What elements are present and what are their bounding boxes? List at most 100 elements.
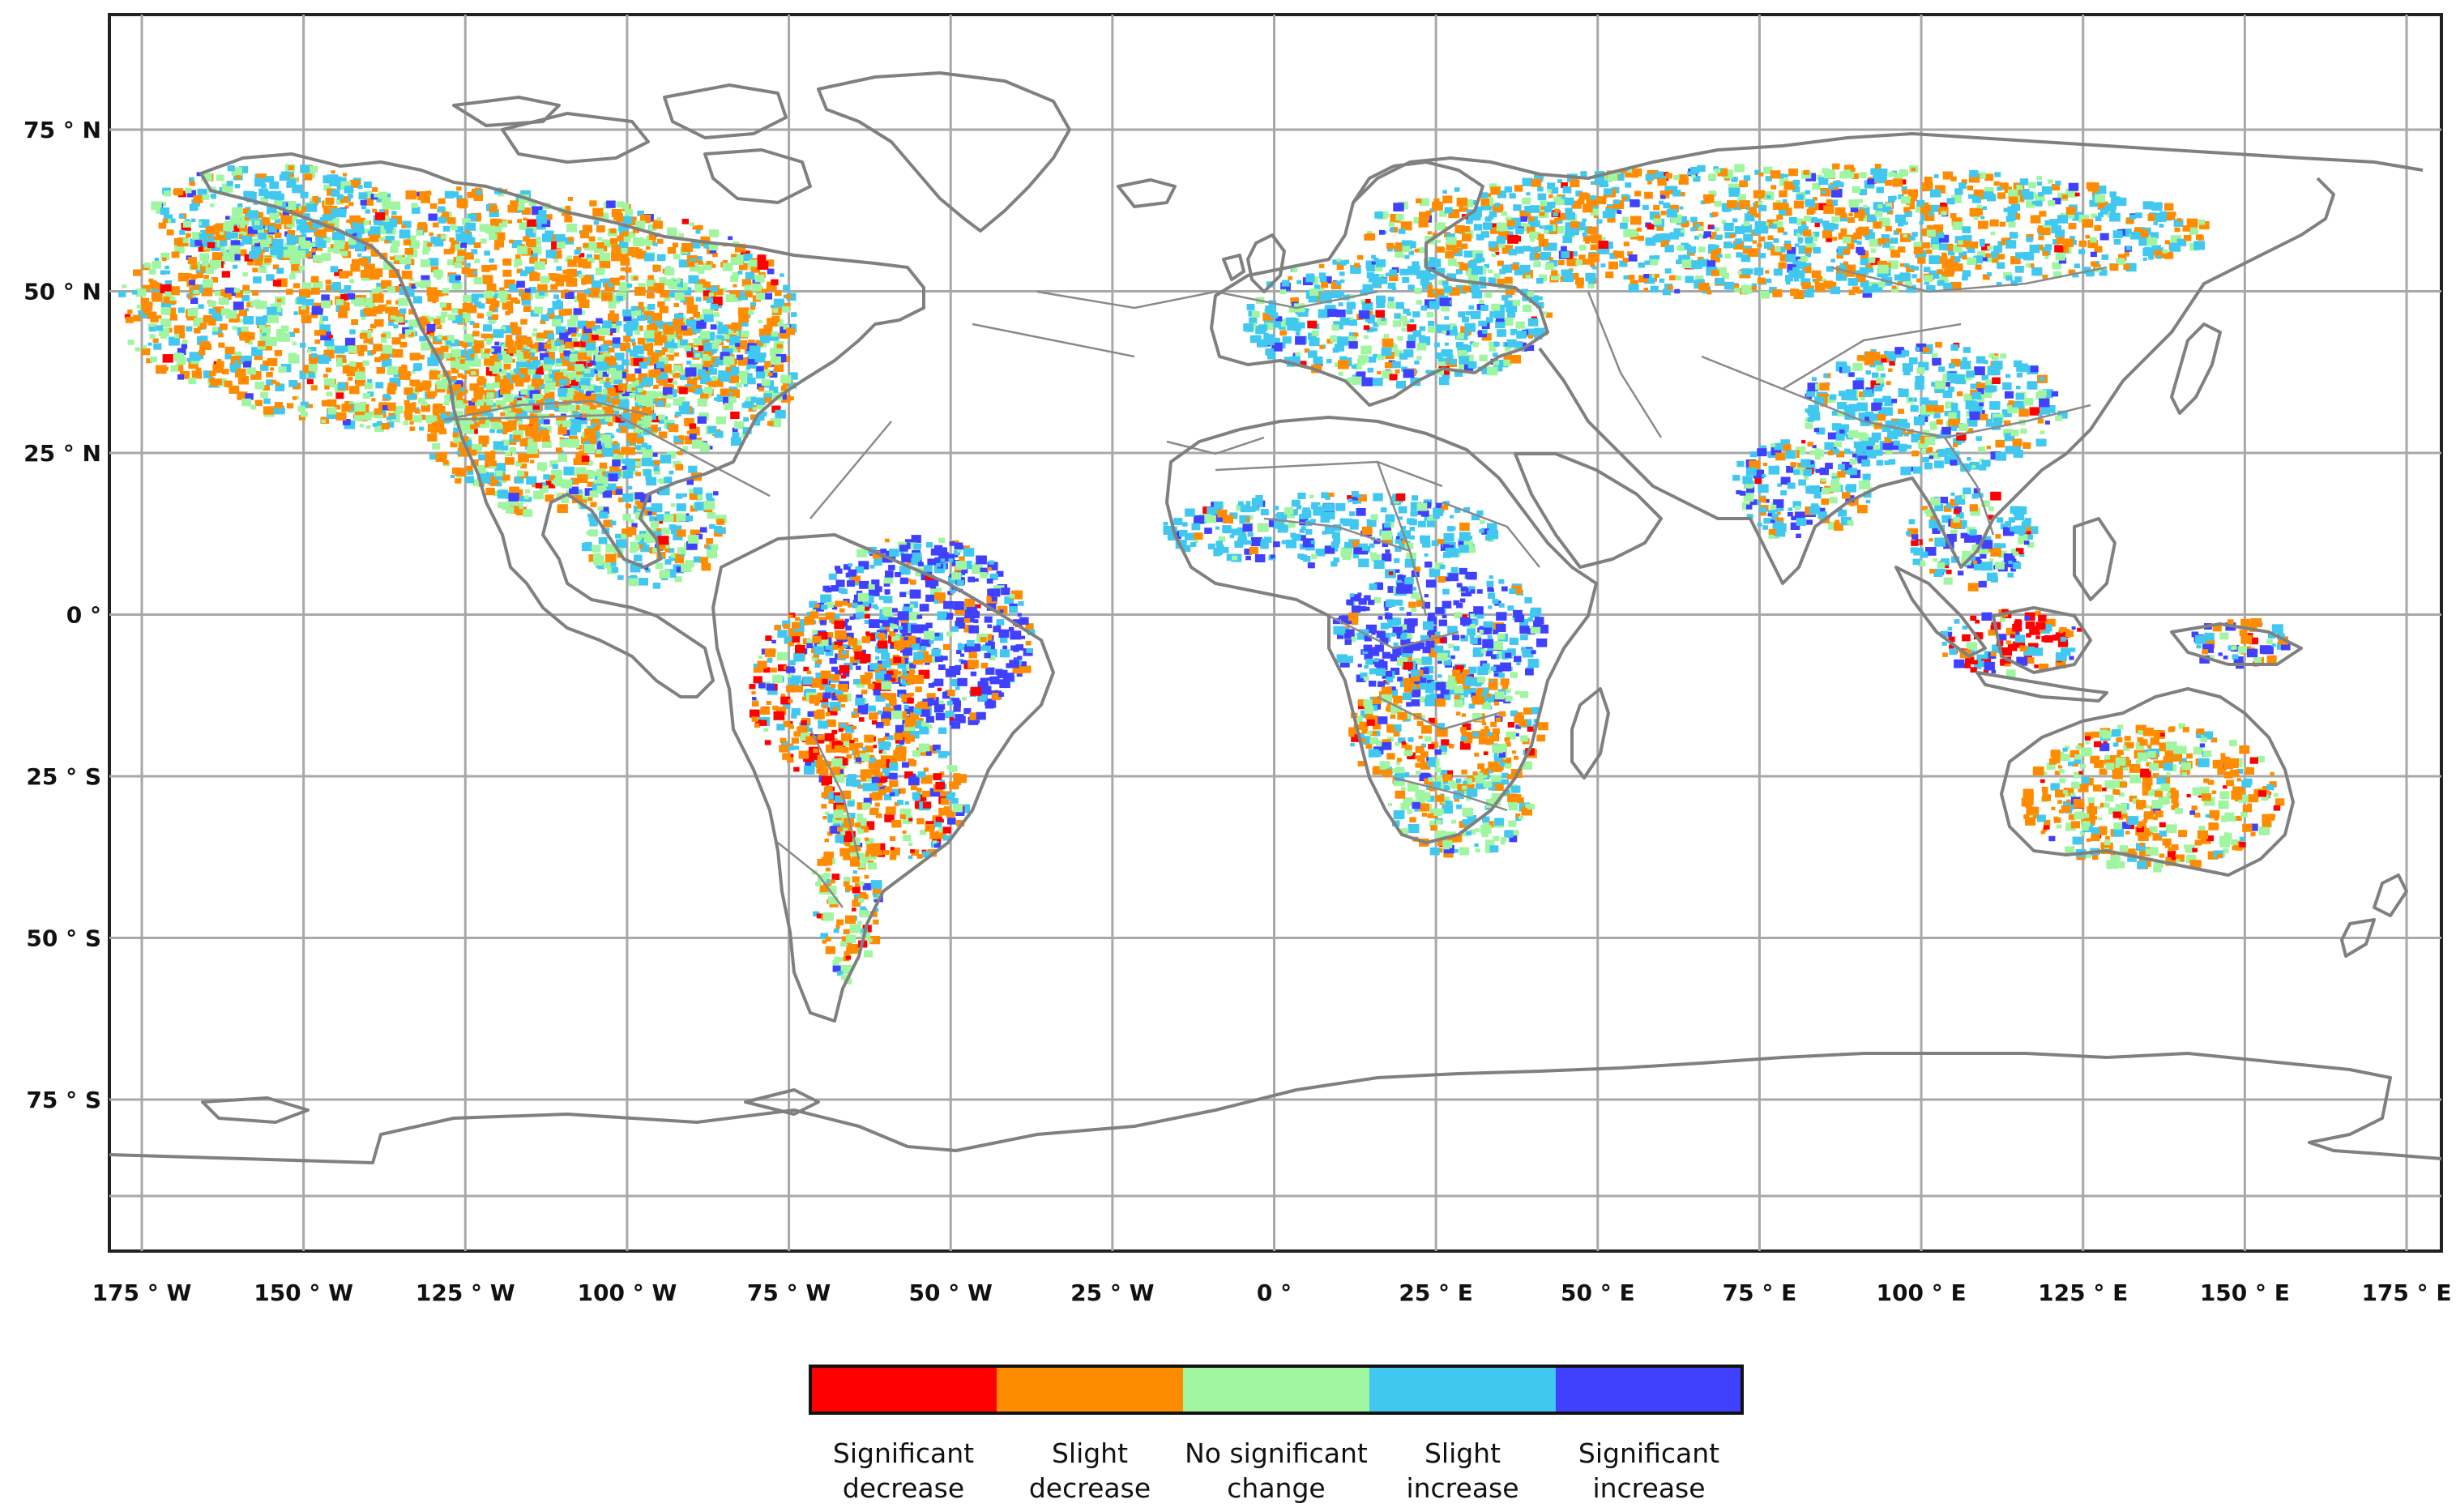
trend-pixel [859, 580, 869, 589]
trend-pixel [1335, 502, 1346, 511]
trend-pixel [755, 293, 766, 301]
trend-pixel [124, 314, 131, 319]
trend-pixel [1417, 520, 1426, 527]
trend-pixel [832, 959, 839, 966]
trend-pixel [925, 542, 933, 548]
trend-pixel [318, 330, 327, 335]
trend-pixel [942, 692, 951, 699]
trend-pixel [659, 277, 667, 284]
trend-pixel [1352, 500, 1358, 505]
trend-pixel [730, 254, 737, 259]
trend-pixel [246, 367, 256, 375]
trend-pixel [611, 370, 622, 380]
trend-pixel [913, 708, 922, 715]
trend-pixel [817, 734, 825, 741]
trend-pixel [1424, 553, 1429, 557]
trend-pixel [438, 420, 445, 425]
trend-pixel [694, 352, 701, 358]
trend-pixel [783, 294, 788, 299]
trend-pixel [735, 343, 741, 348]
trend-pixel [440, 234, 447, 240]
trend-pixel [1333, 557, 1340, 562]
trend-pixel [544, 343, 552, 349]
trend-pixel [813, 652, 820, 658]
trend-pixel [1340, 548, 1352, 557]
trend-pixel [863, 821, 875, 831]
trend-pixel [493, 361, 502, 369]
trend-pixel [315, 234, 325, 241]
trend-pixel [787, 757, 794, 763]
trend-pixel [764, 361, 773, 368]
trend-pixel [563, 289, 569, 293]
trend-pixel [758, 320, 762, 324]
trend-pixel [438, 428, 446, 435]
trend-pixel [330, 266, 339, 273]
trend-pixel [520, 374, 525, 378]
trend-pixel [753, 676, 762, 684]
trend-pixel [677, 529, 686, 537]
trend-pixel [1226, 553, 1236, 562]
trend-pixel [1017, 656, 1023, 660]
trend-pixel [238, 310, 247, 317]
trend-pixel [538, 383, 545, 389]
trend-pixel [224, 353, 232, 360]
trend-pixel [639, 361, 648, 369]
trend-pixel [348, 345, 357, 353]
trend-pixel [745, 291, 753, 297]
trend-pixel [551, 318, 562, 327]
trend-pixel [817, 874, 827, 882]
trend-pixel [771, 667, 777, 673]
trend-pixel [369, 226, 381, 235]
trend-pixel [686, 430, 691, 434]
trend-pixel [833, 928, 839, 933]
trend-pixel [505, 310, 510, 316]
trend-pixel [528, 287, 537, 293]
trend-pixel [838, 728, 844, 733]
trend-pixel [444, 335, 455, 344]
trend-pixel [673, 318, 684, 327]
trend-pixel [1426, 520, 1436, 527]
trend-pixel [371, 398, 376, 402]
trend-pixel [1213, 547, 1223, 555]
trend-pixel [963, 545, 970, 550]
trend-pixel [365, 209, 370, 214]
trend-pixel [731, 322, 741, 331]
trend-pixel [470, 424, 476, 429]
trend-pixel [730, 411, 740, 420]
trend-pixel [507, 404, 519, 413]
trend-pixel [513, 434, 521, 442]
trend-pixel [864, 950, 873, 958]
trend-pixel [199, 229, 207, 236]
trend-pixel [653, 242, 658, 246]
trend-pixel [792, 636, 801, 643]
trend-pixel [621, 203, 630, 210]
trend-pixel [788, 745, 795, 751]
trend-pixel [510, 200, 519, 207]
trend-pixel [1325, 495, 1331, 500]
trend-pixel [399, 229, 411, 239]
trend-pixel [457, 250, 465, 256]
trend-pixel [667, 394, 673, 399]
trend-pixel [976, 604, 981, 609]
trend-pixel [324, 338, 335, 347]
trend-pixel [867, 683, 875, 690]
trend-pixel [827, 707, 838, 715]
trend-pixel [532, 484, 536, 488]
trend-pixel [569, 419, 577, 425]
trend-pixel [592, 351, 599, 356]
trend-pixel [349, 329, 356, 335]
trend-pixel [822, 775, 832, 784]
trend-pixel [507, 346, 517, 354]
trend-pixel [631, 387, 641, 395]
trend-pixel [224, 380, 233, 387]
trend-pixel [364, 229, 370, 234]
trend-pixel [488, 417, 494, 422]
trend-pixel [845, 934, 856, 943]
trend-pixel [530, 348, 537, 354]
trend-pixel [825, 612, 835, 620]
trend-pixel [581, 455, 590, 462]
trend-pixel [819, 639, 829, 647]
trend-pixel [694, 284, 707, 293]
trend-pixel [861, 802, 871, 809]
trend-pixel [732, 271, 740, 278]
